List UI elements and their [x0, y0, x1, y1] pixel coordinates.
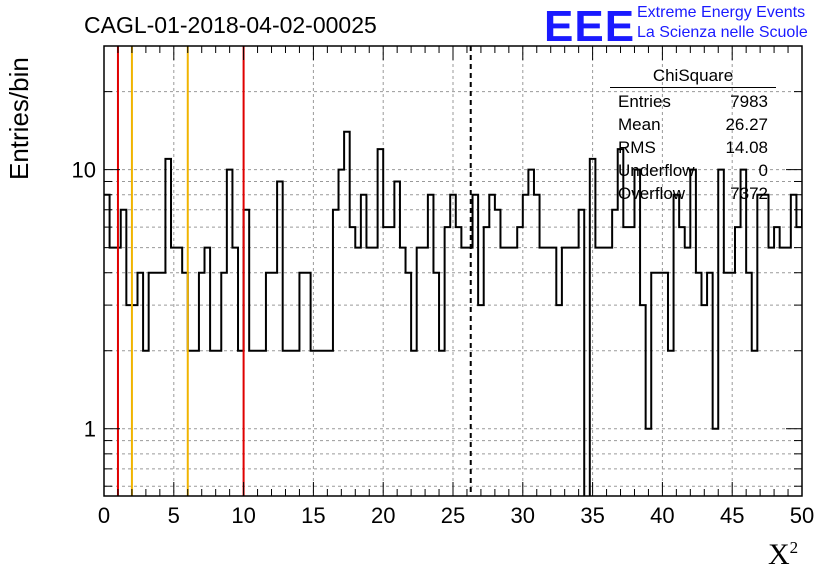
x-tick-label: 0 — [98, 503, 110, 528]
chart-title: CAGL-01-2018-04-02-00025 — [84, 12, 377, 38]
x-tick-label: 5 — [168, 503, 180, 528]
logo-caption-line2: La Scienza nelle Scuole — [637, 24, 808, 41]
stats-value: 7372 — [730, 184, 768, 203]
x-axis-label-text: X — [768, 538, 790, 571]
x-tick-label: 20 — [371, 503, 395, 528]
stats-label: RMS — [618, 138, 656, 157]
stats-label: Overflow — [618, 184, 686, 203]
y-tick-label: 1 — [84, 417, 96, 442]
stats-value: 26.27 — [725, 115, 768, 134]
stats-row-mean: Mean 26.27 — [610, 113, 776, 136]
x-tick-label: 30 — [511, 503, 535, 528]
stats-value: 7983 — [730, 92, 768, 111]
x-axis-label: X2 — [768, 538, 798, 572]
x-tick-label: 35 — [580, 503, 604, 528]
histogram-series — [104, 130, 802, 496]
y-axis-label: Entries/bin — [4, 57, 34, 180]
stats-value: 14.08 — [725, 138, 768, 157]
x-tick-label: 45 — [720, 503, 744, 528]
stats-label: Underflow — [618, 161, 695, 180]
stats-row-rms: RMS 14.08 — [610, 136, 776, 159]
y-tick-label: 10 — [72, 158, 96, 183]
x-tick-label: 15 — [301, 503, 325, 528]
stats-row-underflow: Underflow 0 — [610, 159, 776, 182]
x-tick-label: 25 — [441, 503, 465, 528]
logo-caption-line1: Extreme Energy Events — [637, 4, 806, 21]
stats-label: Mean — [618, 115, 661, 134]
stats-label: Entries — [618, 92, 671, 111]
x-tick-label: 40 — [650, 503, 674, 528]
stats-value: 0 — [758, 161, 768, 180]
stats-row-entries: Entries 7983 — [610, 90, 776, 113]
eee-logo: EEE — [544, 2, 636, 51]
stats-box-title: ChiSquare — [610, 66, 776, 88]
x-tick-label: 50 — [790, 503, 814, 528]
stats-row-overflow: Overflow 7372 — [610, 182, 776, 205]
x-tick-label: 10 — [231, 503, 255, 528]
x-axis-label-superscript: 2 — [789, 538, 799, 557]
stats-box: ChiSquare Entries 7983 Mean 26.27 RMS 14.08… — [610, 66, 776, 205]
